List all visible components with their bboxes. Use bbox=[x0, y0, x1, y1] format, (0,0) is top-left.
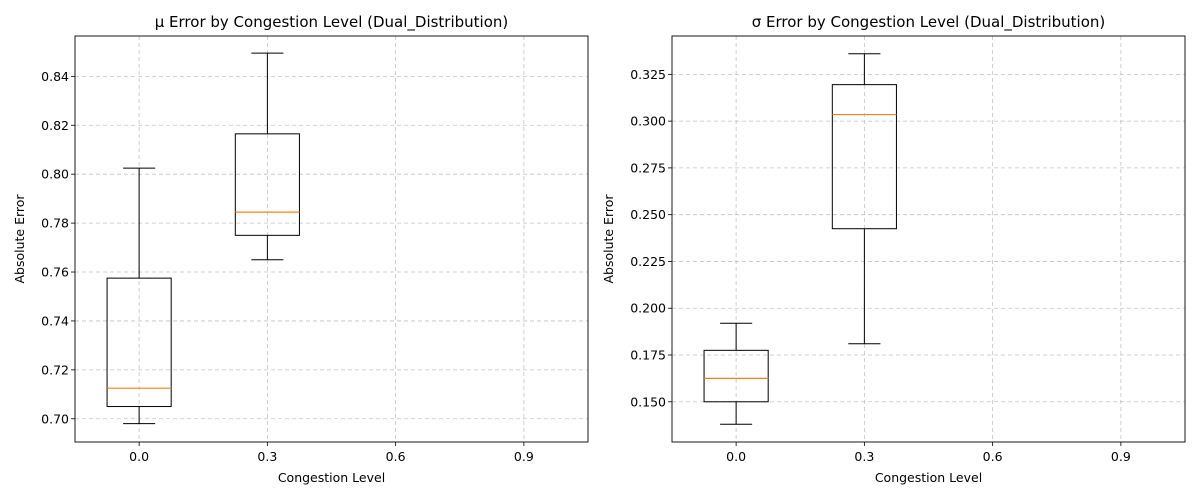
y-axis-label: Absolute Error bbox=[601, 194, 616, 284]
x-tick-label: 0.6 bbox=[983, 449, 1003, 464]
box-0.0 bbox=[106, 167, 172, 425]
x-tick-label: 0.9 bbox=[514, 449, 534, 464]
y-tick-label: 0.78 bbox=[41, 216, 69, 231]
y-tick-label: 0.175 bbox=[630, 348, 666, 363]
box-0.3 bbox=[234, 52, 300, 261]
chart-title: σ Error by Congestion Level (Dual_Distri… bbox=[752, 13, 1106, 32]
x-axis-label: Congestion Level bbox=[875, 470, 982, 485]
x-tick-label: 0.0 bbox=[129, 449, 149, 464]
chart-panel-2: 0.0 0.3 0.6 0.9 0.150 0.175 0.200 0.225 0.250 0.2… bbox=[601, 13, 1186, 485]
box-0.0 bbox=[703, 322, 769, 425]
x-tick-label: 0.6 bbox=[386, 449, 406, 464]
y-tick-label: 0.84 bbox=[41, 69, 69, 84]
chart-title: μ Error by Congestion Level (Dual_Distri… bbox=[155, 13, 509, 32]
y-tick-label: 0.82 bbox=[41, 118, 69, 133]
box-body bbox=[234, 133, 300, 236]
y-tick-label: 0.70 bbox=[41, 411, 69, 426]
x-tick-label: 0.9 bbox=[1111, 449, 1131, 464]
x-axis-label: Congestion Level bbox=[278, 470, 385, 485]
box-body bbox=[106, 277, 172, 408]
y-tick-label: 0.300 bbox=[630, 114, 666, 129]
y-tick-label: 0.225 bbox=[630, 254, 666, 269]
chart-panel-1: 0.0 0.3 0.6 0.9 0.70 0.72 0.74 0.76 0.78 0.80 0.82… bbox=[12, 13, 589, 485]
x-tick-label: 0.3 bbox=[257, 449, 277, 464]
y-tick-label: 0.72 bbox=[41, 362, 69, 377]
y-tick-label: 0.150 bbox=[630, 394, 666, 409]
x-tick-label: 0.0 bbox=[726, 449, 746, 464]
box-0.3 bbox=[831, 53, 897, 345]
y-tick-label: 0.74 bbox=[41, 313, 69, 328]
y-tick-label: 0.250 bbox=[630, 207, 666, 222]
y-tick-label: 0.275 bbox=[630, 160, 666, 175]
axes-frame bbox=[74, 35, 589, 443]
x-tick-label: 0.3 bbox=[854, 449, 874, 464]
y-tick-label: 0.200 bbox=[630, 301, 666, 316]
box-body bbox=[831, 84, 897, 230]
box-body bbox=[703, 349, 769, 403]
axes-frame bbox=[671, 35, 1186, 443]
y-axis-label: Absolute Error bbox=[12, 194, 27, 284]
y-tick-label: 0.80 bbox=[41, 167, 69, 182]
y-tick-label: 0.325 bbox=[630, 67, 666, 82]
y-tick-label: 0.76 bbox=[41, 265, 69, 280]
